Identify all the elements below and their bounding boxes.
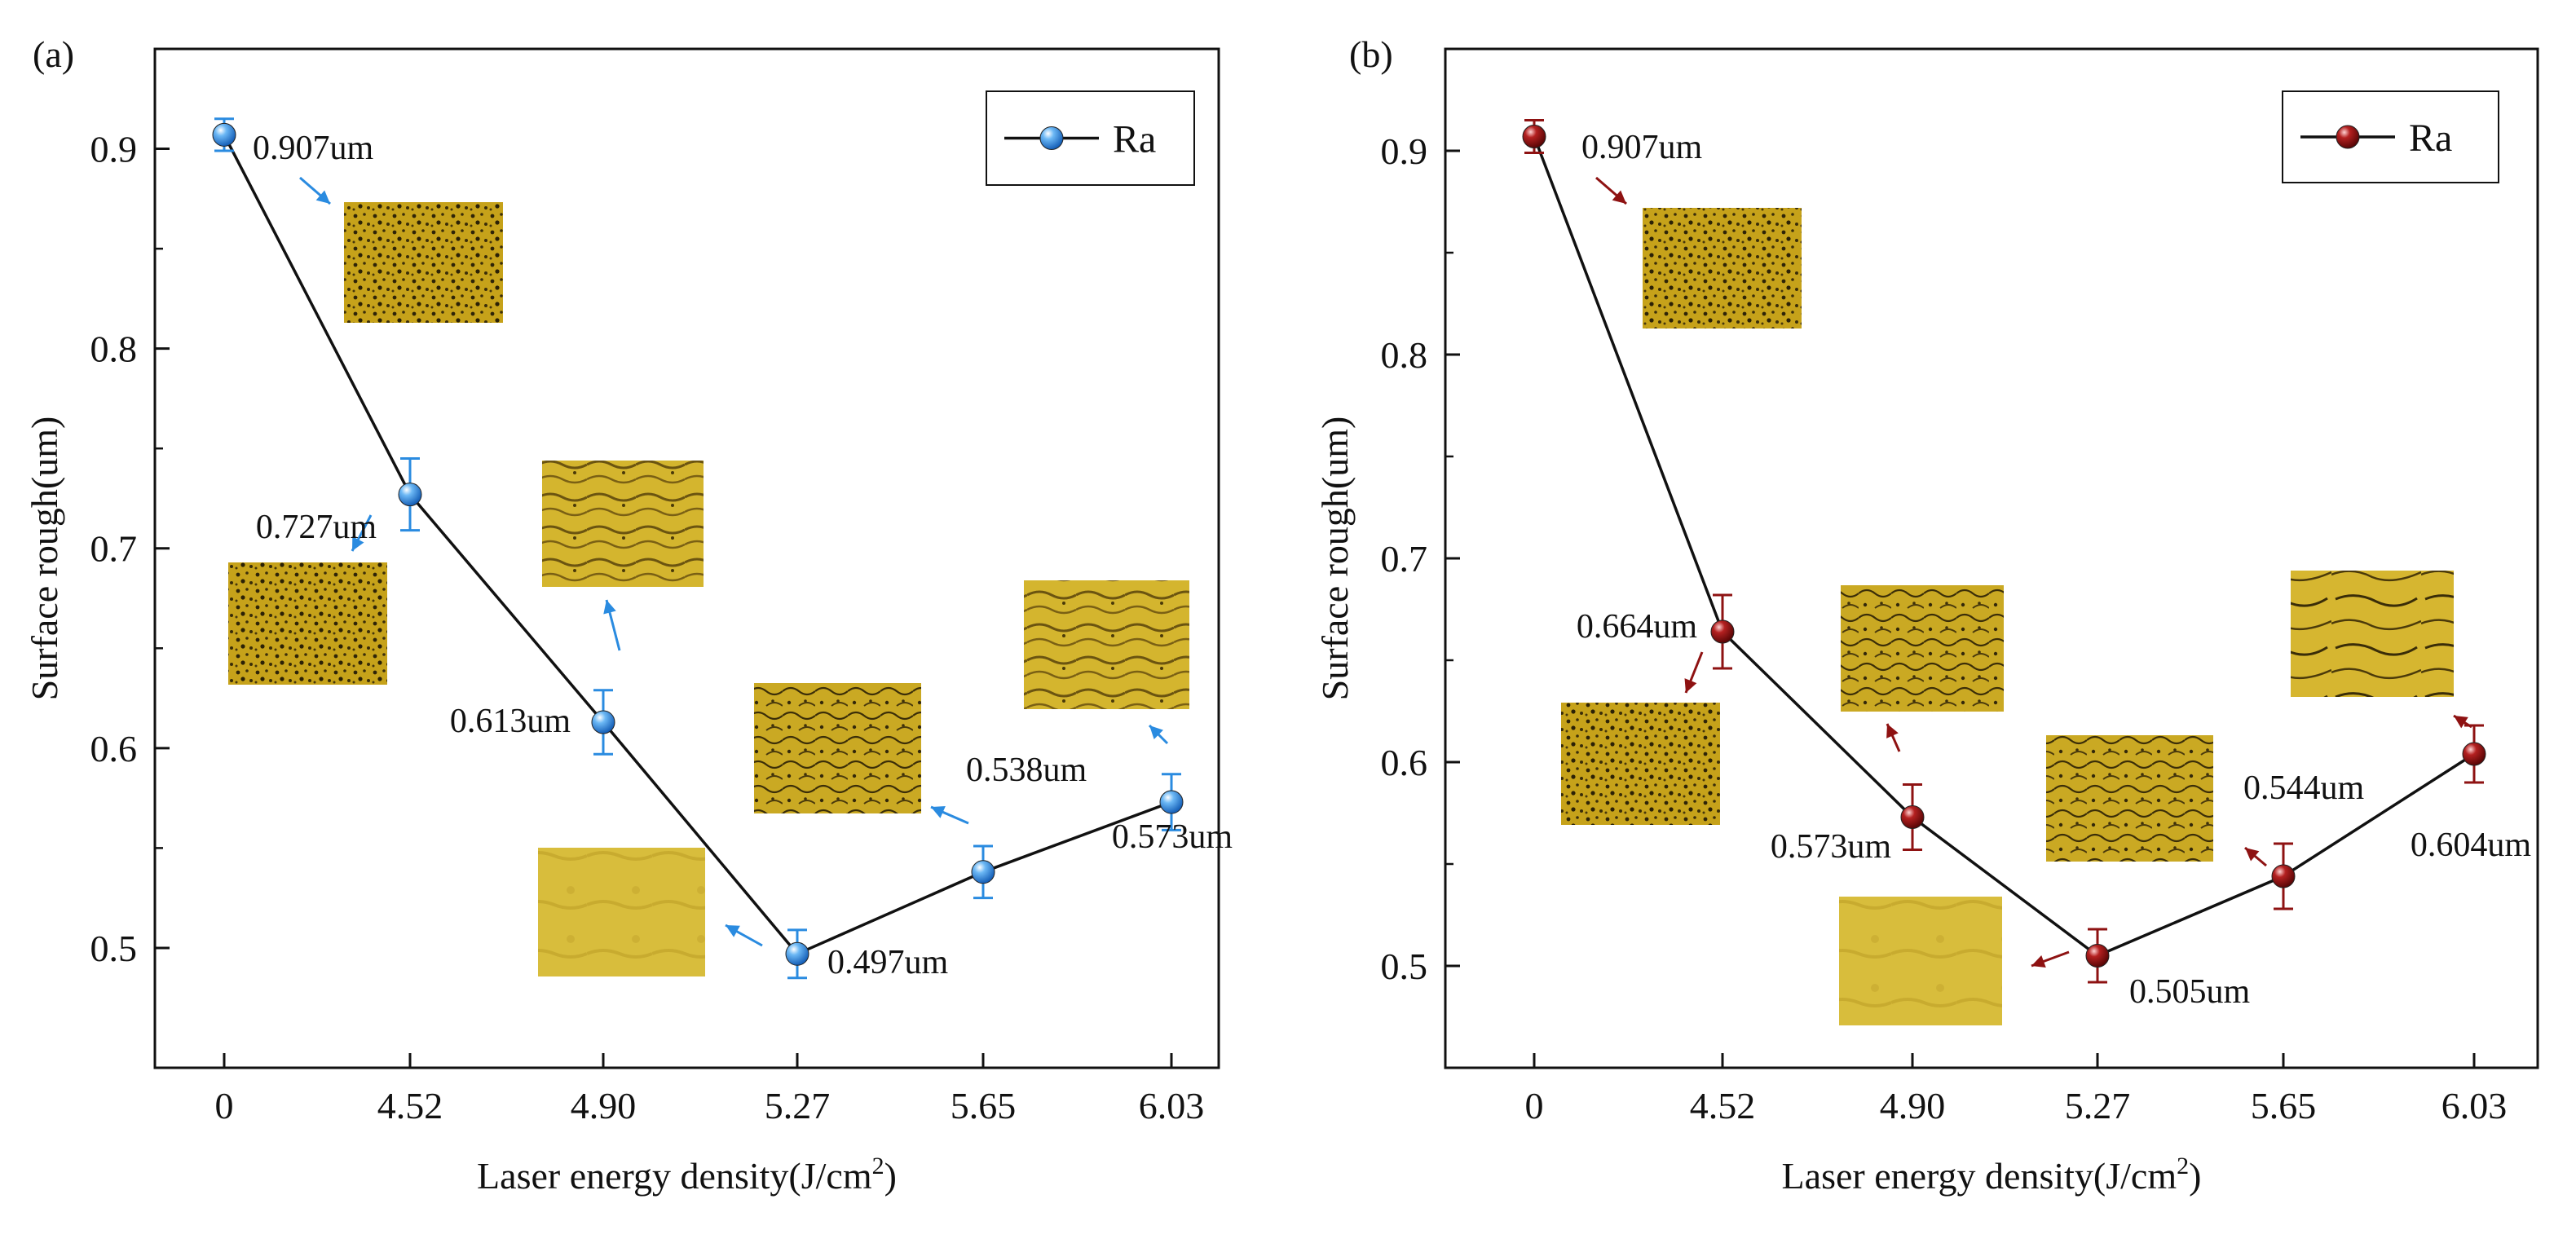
data-point xyxy=(2271,864,2296,888)
x-tick-label: 4.90 xyxy=(1880,1085,1946,1126)
arrow-head xyxy=(2454,716,2468,729)
data-label: 0.538um xyxy=(966,752,1087,789)
micrograph-inset xyxy=(1024,580,1189,709)
legend-marker xyxy=(2336,125,2360,149)
data-point xyxy=(1900,805,1925,829)
arrow-head xyxy=(603,600,616,615)
data-point xyxy=(212,122,236,147)
y-tick-label: 0.5 xyxy=(1381,946,1428,987)
x-tick-label: 5.27 xyxy=(2065,1085,2131,1126)
micrograph-inset xyxy=(2291,571,2454,697)
panel-label: (a) xyxy=(33,33,74,75)
x-tick-label: 4.52 xyxy=(1690,1085,1756,1126)
arrow-head xyxy=(1149,725,1163,739)
data-label: 0.664um xyxy=(1577,608,1698,646)
y-axis-title: Surface rough(um) xyxy=(24,417,65,701)
x-tick-label: 0 xyxy=(215,1085,234,1126)
x-tick-label: 6.03 xyxy=(1139,1085,1205,1126)
data-label: 0.505um xyxy=(2129,973,2251,1011)
data-point xyxy=(971,860,995,884)
data-label: 0.604um xyxy=(2411,827,2532,864)
plot-frame xyxy=(153,47,1220,1069)
series-line xyxy=(1533,135,2475,958)
data-label: 0.613um xyxy=(450,703,571,740)
x-axis-title: Laser energy density(J/cm2) xyxy=(477,1153,897,1197)
arrow-head xyxy=(931,806,946,818)
micrograph-inset xyxy=(538,848,705,976)
data-label: 0.573um xyxy=(1771,828,1892,866)
panel-label: (b) xyxy=(1349,33,1393,75)
arrow-head xyxy=(352,536,364,551)
data-point xyxy=(785,941,809,966)
x-tick-label: 5.65 xyxy=(2251,1085,2317,1126)
x-axis-title: Laser energy density(J/cm2) xyxy=(1782,1153,2202,1197)
y-tick-label: 0.6 xyxy=(1381,742,1428,783)
y-tick-label: 0.7 xyxy=(1381,538,1428,580)
micrograph-inset xyxy=(344,202,503,323)
data-label: 0.907um xyxy=(1581,129,1703,166)
y-tick-label: 0.8 xyxy=(1381,334,1428,376)
data-point xyxy=(1710,619,1735,644)
panel-a: (a) 0.5 0.6 0.7 0.8 0.9 0 4.52 4.90 5.27 5.65 6.03 L… xyxy=(24,33,1233,1197)
data-label: 0.544um xyxy=(2243,769,2365,807)
arrow-head xyxy=(1684,678,1697,693)
arrow-head xyxy=(1886,724,1899,738)
x-tick-label: 0 xyxy=(1525,1085,1544,1126)
data-point xyxy=(591,710,615,734)
micrograph-inset xyxy=(1643,208,1802,328)
series-line xyxy=(223,134,1172,956)
micrograph-inset xyxy=(1841,585,2004,712)
arrow-head xyxy=(2245,848,2260,862)
data-point xyxy=(1522,125,1546,148)
micrograph-inset xyxy=(754,683,921,813)
data-label: 0.727um xyxy=(256,509,377,546)
legend-marker xyxy=(1039,126,1064,150)
data-point xyxy=(2462,742,2486,766)
x-tick-label: 4.90 xyxy=(571,1085,637,1126)
data-point xyxy=(2085,944,2110,968)
data-point xyxy=(1159,790,1184,814)
micrograph-inset xyxy=(228,562,387,685)
micrograph-inset xyxy=(1839,897,2002,1025)
x-tick-label: 5.27 xyxy=(765,1085,831,1126)
x-tick-label: 5.65 xyxy=(951,1085,1017,1126)
data-label: 0.573um xyxy=(1112,818,1233,856)
arrow-head xyxy=(315,190,330,204)
data-point xyxy=(398,483,422,507)
data-label: 0.907um xyxy=(253,130,374,167)
y-tick-label: 0.9 xyxy=(1381,130,1428,172)
arrow-head xyxy=(726,925,740,937)
data-label: 0.497um xyxy=(827,944,949,981)
legend-label: Ra xyxy=(1113,118,1156,161)
legend-label: Ra xyxy=(2409,117,2452,160)
y-tick-label: 0.9 xyxy=(90,129,138,170)
micrograph-inset xyxy=(2046,735,2213,862)
arrow-head xyxy=(2031,954,2046,968)
panel-b: (b) 0.5 0.6 0.7 0.8 0.9 0 4.52 4.90 5.27 5.65 6.03 L… xyxy=(1314,33,2539,1197)
y-axis-title: Surface rough(um) xyxy=(1314,417,1356,701)
y-tick-label: 0.8 xyxy=(90,328,138,370)
y-tick-label: 0.7 xyxy=(90,528,138,570)
y-tick-label: 0.5 xyxy=(90,928,138,969)
micrograph-inset xyxy=(542,461,704,587)
micrograph-inset xyxy=(1561,703,1720,825)
x-tick-label: 6.03 xyxy=(2441,1085,2508,1126)
y-tick-label: 0.6 xyxy=(90,728,138,769)
arrow-head xyxy=(1612,190,1626,204)
x-tick-label: 4.52 xyxy=(377,1085,443,1126)
